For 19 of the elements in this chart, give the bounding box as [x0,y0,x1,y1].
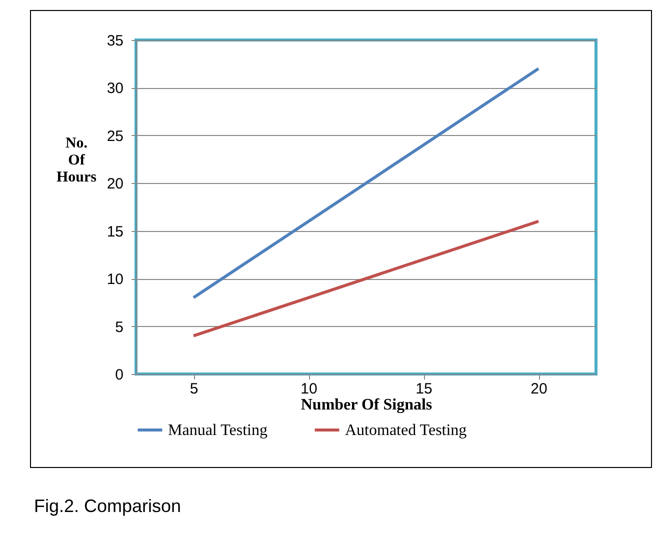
y-tick-label: 10 [106,271,124,288]
line-series [192,67,540,300]
y-tick-label: 30 [106,80,124,98]
x-tick-label: 20 [530,380,548,398]
x-tick-label: 10 [300,380,318,398]
line-series [192,220,540,338]
x-tick-label: 15 [416,380,432,398]
legend-label: Automated Testing [345,422,467,439]
x-tick-label: 5 [190,380,198,398]
y-axis-title: No. Of Hours [56,136,97,186]
y-tick-label: 25 [106,128,124,145]
y-tick-label: 15 [106,223,124,240]
legend-label: Manual Testing [168,422,268,439]
y-tick-label: 0 [115,366,124,384]
caption: Fig.2. Comparison [34,496,182,517]
y-tick-label: 20 [106,176,124,193]
y-tick-label: 5 [115,318,124,336]
y-tick-label: 35 [106,32,124,50]
x-axis-title: Number Of Signals [300,396,432,414]
